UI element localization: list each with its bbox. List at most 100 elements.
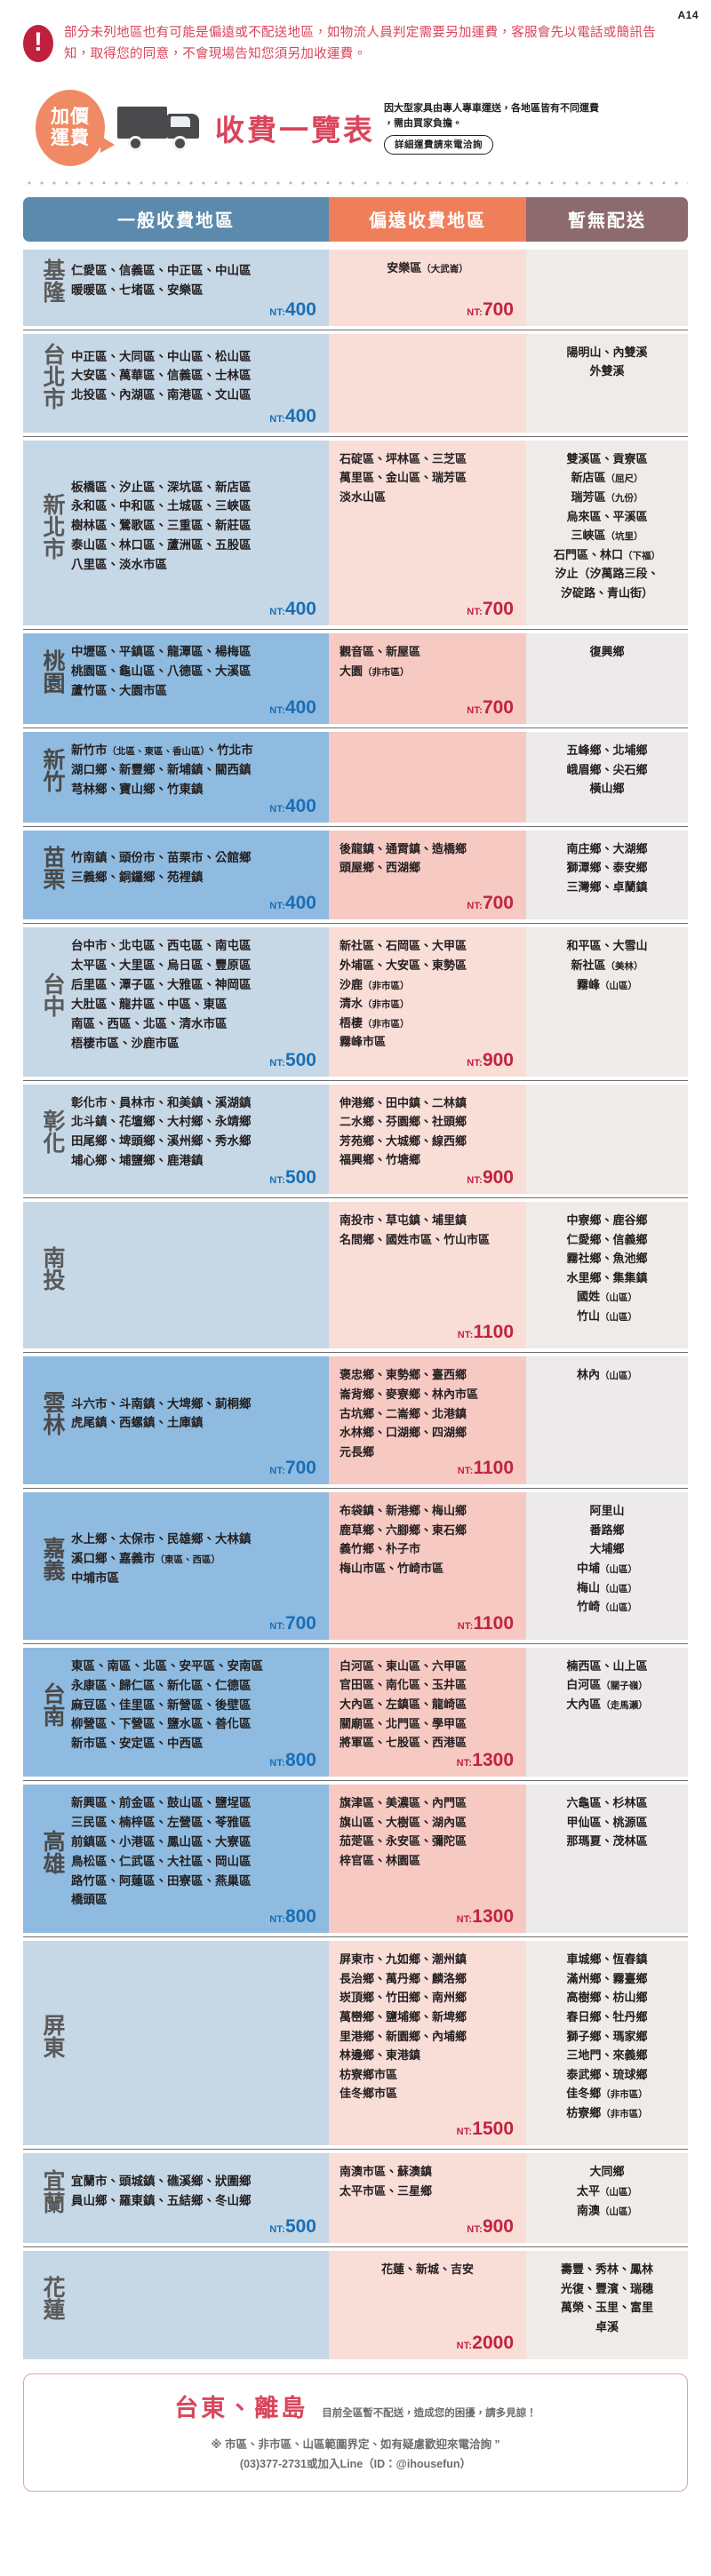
normal-area-list: 中壢區、平鎮區、龍潭區、楊梅區 桃園區、龜山區、八德區、大溪區 蘆竹區、大園市區 [71,645,252,698]
province-label: 花蓮 [40,2276,65,2321]
cell-remote-area: 屏東市、九如鄉、潮州鎮 長治鄉、萬丹鄉、麟洛鄉 崁頂鄉、竹田鄉、南州鄉 萬巒鄉、鹽埔鄉… [329,1941,526,2146]
normal-price: NT:700 [269,1458,316,1479]
normal-area-list: 新興區、前金區、鼓山區、鹽埕區 三民區、楠梓區、左營區、苓雅區 前鎮區、小港區、鳳山… [71,1796,252,1907]
table-row: 台南 東區、南區、北區、安平區、安南區 永康區、歸仁區、新化區、仁德區 麻豆區、佳里區… [23,1647,688,1782]
banner-note: 因大型家具由專人專車運送，各地區皆有不同運費 ，需由買家負擔。 詳細運費請來電洽… [384,101,599,155]
banner: 加價 運費 收費一覽表 因大型家具由專人專車運送，各地區皆有不同運費 ，需由買家… [0,78,711,178]
table-header-row: 一般收費地區 偏遠收費地區 暫無配送 [23,196,688,242]
normal-area-list: 竹南鎮、頭份市、苗栗市、公館鄉 三義鄉、銅鑼鄉、苑裡鎮 [71,851,252,884]
remote-area-list: 花蓮、新城、吉安 [380,2262,474,2277]
cell-normal-area: 新竹 新竹市（北區、東區、香山區）、竹北市 湖口鄉、新豐鄉、新埔鎮、關西鎮 芎林鄉、寶… [23,732,329,823]
table-row: 南投 南投市、草屯鎮、埔里鎮 名間鄉、國姓市區、竹山市區 NT:1100 中寮鄉、鹿谷鄉… [23,1201,688,1354]
cell-no-delivery-area: 復興鄉 [526,633,688,725]
normal-price: NT:800 [269,1906,316,1928]
province-label: 新北市 [40,492,65,560]
footer-note-line-1: ※ 市區、非市區、山區範圍界定、如有疑慮歡迎來電洽詢 ” [211,2438,500,2452]
notice-text: 部分未列地區也有可能是偏遠或不配送地區，如物流人員判定需要另加運費，客服會先以電… [64,26,656,61]
remote-area-list: 安樂區（大武崙） [387,260,468,274]
cell-normal-area: 雲林 斗六市、斗南鎮、大埤鄉、莿桐鄉 虎尾鎮、西螺鎮、土庫鎮 NT:700 [23,1356,329,1485]
province-label: 南投 [40,1245,65,1291]
province-label: 宜蘭 [40,2168,65,2214]
contact-pill[interactable]: 詳細運費請來電洽詢 [384,134,493,155]
table-row: 台中 台中市、北屯區、西屯區、南屯區 太平區、大里區、烏日區、豐原區 后里區、潭子區、… [23,927,688,1081]
bubble-line-1: 加價 [51,106,90,127]
no-delivery-area-list: 南庄鄉、大湖鄉 獅潭鄉、泰安鄉 三灣鄉、卓蘭鎮 [566,841,648,894]
remote-area-list: 伸港鄉、田中鎮、二林鎮 二水鄉、芬園鄉、社頭鄉 芳苑鄉、大城鄉、線西鄉 福興鄉、竹塘鄉 [340,1095,467,1167]
cell-normal-area: 基隆 仁愛區、信義區、中正區、中山區 暖暖區、七堵區、安樂區 NT:400 [23,249,329,326]
remote-price: NT:2000 [456,2333,514,2354]
cell-no-delivery-area [526,1084,688,1194]
remote-area-list: 褒忠鄉、東勢鄉、臺西鄉 崙背鄉、麥寮鄉、林內市區 古坑鄉、二崙鄉、北港鎮 水林鄉、口湖… [340,1368,479,1459]
remote-area-list: 後龍鎮、通霄鎮、造橋鄉 頭屋鄉、西湖鄉 [340,841,467,875]
table-row: 新北市 板橋區、汐止區、深坑區、新店區 永和區、中和區、土城區、三峽區 樹林區、鶯歌區… [23,440,688,631]
no-delivery-area-list: 林內（山區） [576,1368,637,1382]
province-label: 嘉義 [40,1537,65,1582]
no-delivery-area-list: 壽豐、秀林、鳳林 光復、豐濱、瑞穗 萬榮、玉里、富里 卓溪 [560,2262,653,2334]
no-delivery-area-list: 復興鄉 [589,645,625,659]
remote-price: NT:1100 [457,1612,514,1634]
cell-normal-area: 台中 台中市、北屯區、西屯區、南屯區 太平區、大里區、烏日區、豐原區 后里區、潭子區、… [23,927,329,1077]
cell-no-delivery-area: 五峰鄉、北埔鄉 峨眉鄉、尖石鄉 橫山鄉 [526,732,688,823]
normal-price: NT:400 [269,697,316,719]
cell-remote-area: 褒忠鄉、東勢鄉、臺西鄉 崙背鄉、麥寮鄉、林內市區 古坑鄉、二崙鄉、北港鎮 水林鄉、口湖… [329,1356,526,1485]
dotted-divider [23,180,688,185]
table-row: 花蓮 花蓮、新城、吉安 NT:2000 壽豐、秀林、鳳林 光復、豐濱、瑞穗 萬榮、玉里、富… [23,2251,688,2360]
cell-no-delivery-area: 楠西區、山上區 白河區（關子嶺） 大內區（走馬瀨） [526,1647,688,1777]
cell-normal-area: 南投 [23,1201,329,1349]
province-label: 屏東 [40,2014,65,2059]
no-delivery-area-list: 和平區、大雪山 新社區（美林） 霧峰（山區） [566,939,648,991]
cell-remote-area: 觀音區、新屋區 大園（非市區） NT:700 [329,633,526,725]
footer-title: 台東、離島 [174,2395,308,2422]
cell-normal-area: 高雄 新興區、前金區、鼓山區、鹽埕區 三民區、楠梓區、左營區、苓雅區 前鎮區、小港區、… [23,1785,329,1934]
cell-no-delivery-area: 雙溪區、貢寮區 新店區（屈尺） 瑞芳區（九份） 烏來區、平溪區 三峽區（坑里） 石門區、林… [526,440,688,626]
banner-title: 收費一覽表 [215,113,375,147]
no-delivery-area-list: 中寮鄉、鹿谷鄉 仁愛鄉、信義鄉 霧社鄉、魚池鄉 水里鄉、集集鎮 國姓（山區） 竹山（山區） [566,1212,648,1323]
table-row: 台北市 中正區、大同區、中山區、松山區 大安區、萬華區、信義區、士林區 北投區、內湖區… [23,333,688,437]
column-header-normal: 一般收費地區 [23,196,329,242]
normal-price: NT:700 [269,1612,316,1634]
banner-note-line-2: ，需由買家負擔。 [384,117,462,129]
remote-area-list: 石碇區、坪林區、三芝區 萬里區、金山區、瑞芳區 淡水山區 [340,451,467,504]
footer-subtitle: 目前全區暫不配送，造成您的困擾，請多見諒！ [322,2408,537,2420]
cell-normal-area: 台南 東區、南區、北區、安平區、安南區 永康區、歸仁區、新化區、仁德區 麻豆區、佳里區… [23,1647,329,1777]
normal-price: NT:400 [269,893,316,914]
cell-no-delivery-area: 大同鄉 太平（山區） 南澳（山區） [526,2153,688,2244]
normal-price: NT:500 [269,2216,316,2238]
cell-normal-area: 台北市 中正區、大同區、中山區、松山區 大安區、萬華區、信義區、士林區 北投區、內湖區… [23,333,329,433]
remote-price: NT:1100 [457,1458,514,1479]
remote-area-list: 屏東市、九如鄉、潮州鎮 長治鄉、萬丹鄉、麟洛鄉 崁頂鄉、竹田鄉、南州鄉 萬巒鄉、鹽埔鄉… [340,1952,467,2101]
cell-no-delivery-area [526,249,688,326]
footer-note-line-2: (03)377-2731或加入Line（ID：@ihousefun） [239,2458,472,2471]
cell-no-delivery-area: 車城鄉、恆春鎮 滿州鄉、霧臺鄉 高樹鄉、枋山鄉 春日鄉、牡丹鄉 獅子鄉、瑪家鄉 三地門、來… [526,1941,688,2146]
province-label: 台南 [40,1682,65,1728]
normal-area-list: 仁愛區、信義區、中正區、中山區 暖暖區、七堵區、安樂區 [71,263,252,297]
remote-price: NT:900 [467,2216,514,2238]
cell-no-delivery-area: 和平區、大雪山 新社區（美林） 霧峰（山區） [526,927,688,1077]
normal-area-list: 水上鄉、太保市、民雄鄉、大林鎮 溪口鄉、嘉義市（東區、西區） 中埔市區 [71,1532,252,1585]
cell-no-delivery-area: 阿里山 番路鄉 大埔鄉 中埔（山區） 梅山（山區） 竹崎（山區） [526,1492,688,1640]
remote-area-list: 白河區、東山區、六甲區 官田區、南化區、玉井區 大內區、左鎮區、龍崎區 關廟區、北門區… [340,1658,467,1750]
normal-price: NT:500 [269,1049,316,1070]
remote-price: NT:700 [467,697,514,719]
bubble-line-2: 運費 [51,127,90,148]
cell-remote-area: 後龍鎮、通霄鎮、造橋鄉 頭屋鄉、西湖鄉 NT:700 [329,830,526,920]
cell-remote-area: 旗津區、美濃區、內門區 旗山區、大樹區、湖內區 茄萣區、永安區、彌陀區 梓官區、林園區… [329,1785,526,1934]
table-body: 基隆 仁愛區、信義區、中正區、中山區 暖暖區、七堵區、安樂區 NT:400 安樂區（大武… [23,249,688,2360]
surcharge-bubble: 加價 運費 [36,89,115,166]
normal-area-list: 板橋區、汐止區、深坑區、新店區 永和區、中和區、土城區、三峽區 樹林區、鶯歌區、三重… [71,480,252,571]
column-header-none: 暫無配送 [526,196,688,242]
remote-price: NT:700 [467,893,514,914]
remote-price: NT:1300 [456,1750,514,1771]
cell-remote-area: 石碇區、坪林區、三芝區 萬里區、金山區、瑞芳區 淡水山區 NT:700 [329,440,526,626]
normal-price: NT:400 [269,795,316,816]
table-row: 苗栗 竹南鎮、頭份市、苗栗市、公館鄉 三義鄉、銅鑼鄉、苑裡鎮 NT:400 後龍鎮、通霄… [23,830,688,925]
normal-price: NT:400 [269,599,316,620]
cell-no-delivery-area: 陽明山、內雙溪 外雙溪 [526,333,688,433]
table-row: 彰化 彰化市、員林市、和美鎮、溪湖鎮 北斗鎮、花壇鄉、大村鄉、永靖鄉 田尾鄉、埤頭鄉、… [23,1084,688,1199]
normal-area-list: 東區、南區、北區、安平區、安南區 永康區、歸仁區、新化區、仁德區 麻豆區、佳里區、新… [71,1658,263,1751]
province-label: 桃園 [40,649,65,695]
outlying-islands-notice: 台東、離島 目前全區暫不配送，造成您的困擾，請多見諒！ ※ 市區、非市區、山區範… [23,2373,688,2493]
cell-no-delivery-area: 中寮鄉、鹿谷鄉 仁愛鄉、信義鄉 霧社鄉、魚池鄉 水里鄉、集集鎮 國姓（山區） 竹山（山區） [526,1201,688,1349]
remote-area-list: 布袋鎮、新港鄉、梅山鄉 鹿草鄉、六腳鄉、東石鄉 義竹鄉、朴子市 梅山市區、竹崎市區 [340,1504,467,1576]
province-label: 台中 [40,972,65,1017]
